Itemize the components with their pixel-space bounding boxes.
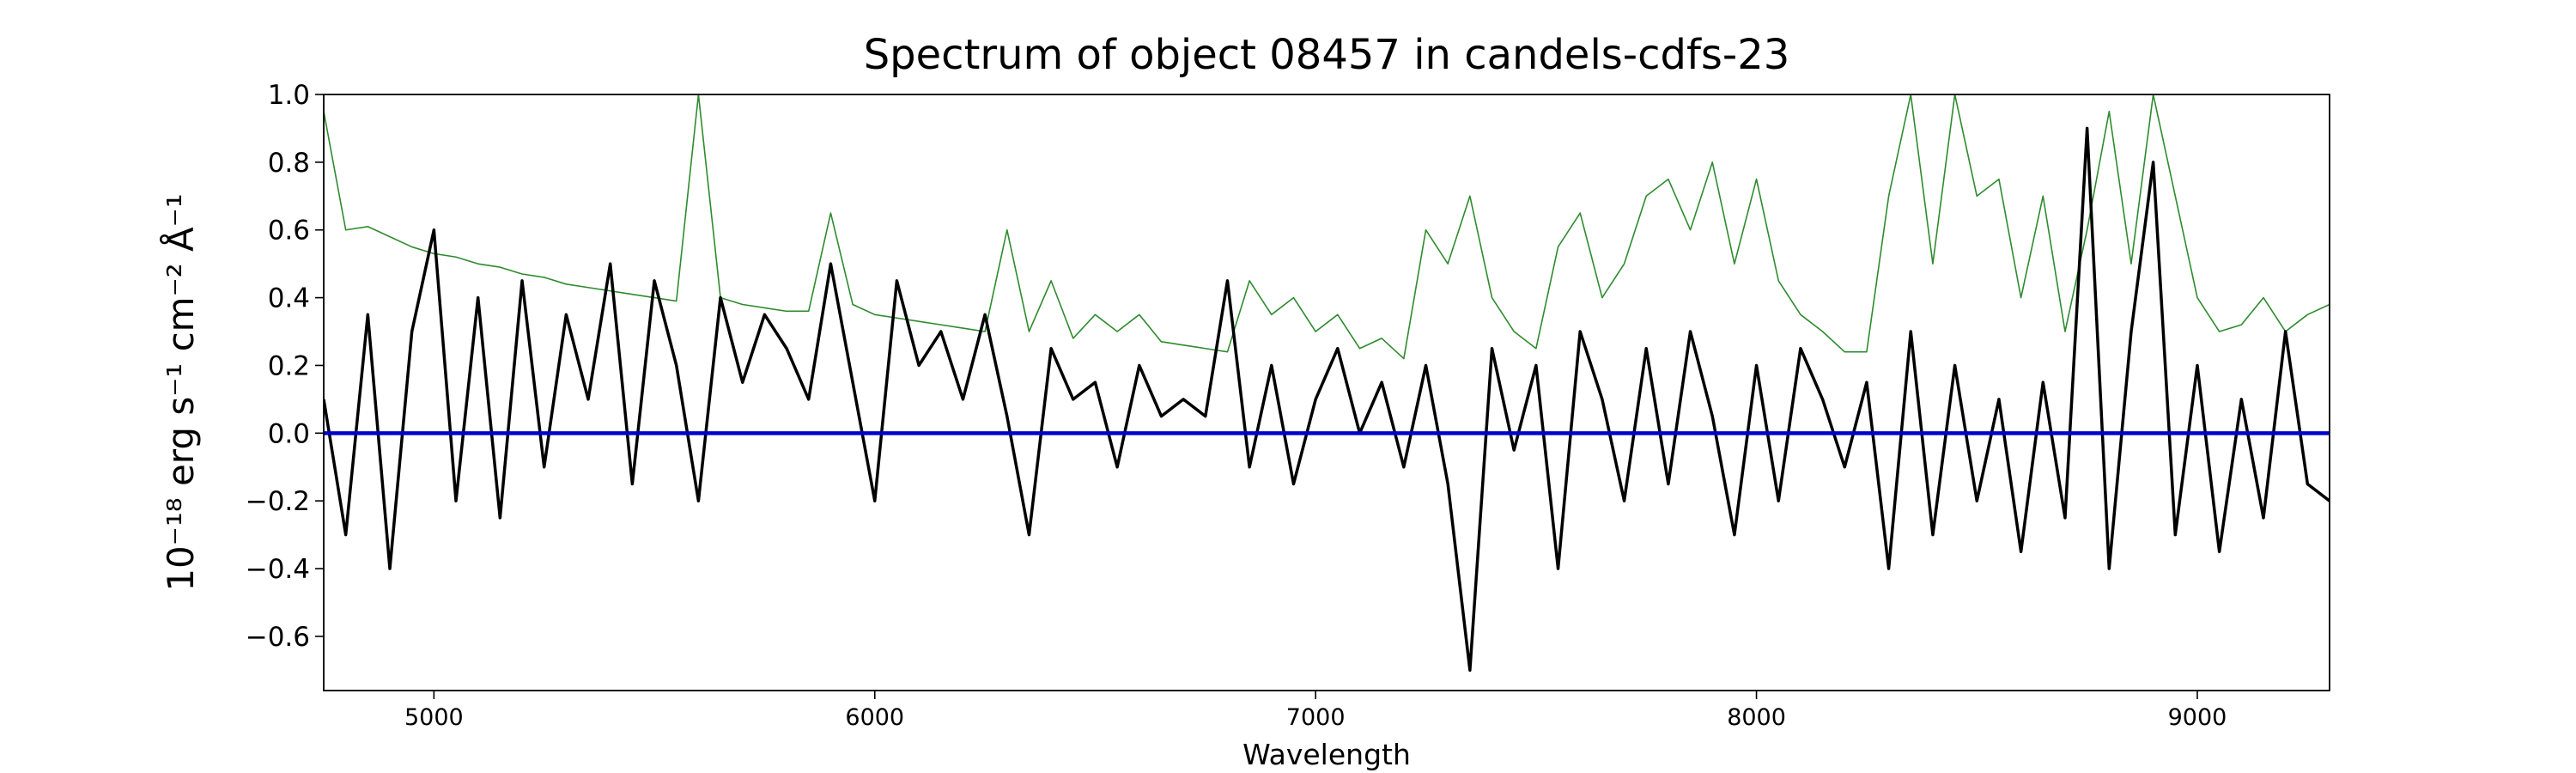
y-tick-label: −0.4 — [246, 554, 310, 585]
y-tick-label: 0.2 — [268, 350, 310, 381]
y-tick-label: 0.6 — [268, 216, 310, 247]
y-tick-label: −0.6 — [246, 622, 310, 653]
spectrum-line — [324, 94, 2330, 360]
y-tick-label: 1.0 — [268, 80, 310, 111]
x-tick-label: 7000 — [1286, 704, 1346, 731]
spectrum-line — [324, 126, 2330, 673]
x-axis-label: Wavelength — [1242, 738, 1411, 771]
x-tick-label: 5000 — [404, 704, 464, 731]
y-axis-label: 10⁻¹⁸ erg s⁻¹ cm⁻² Å⁻¹ — [159, 193, 202, 591]
y-tick-label: 0.8 — [268, 148, 310, 179]
y-tick-label: 0.4 — [268, 283, 310, 314]
y-tick-label: 0.0 — [268, 418, 310, 449]
x-tick-label: 9000 — [2168, 704, 2227, 731]
y-tick-label: −0.2 — [246, 486, 310, 517]
x-tick-label: 6000 — [845, 704, 904, 731]
chart-title: Spectrum of object 08457 in candels-cdfs… — [864, 31, 1790, 79]
x-tick-label: 8000 — [1727, 704, 1786, 731]
plot-frame — [323, 94, 2330, 691]
